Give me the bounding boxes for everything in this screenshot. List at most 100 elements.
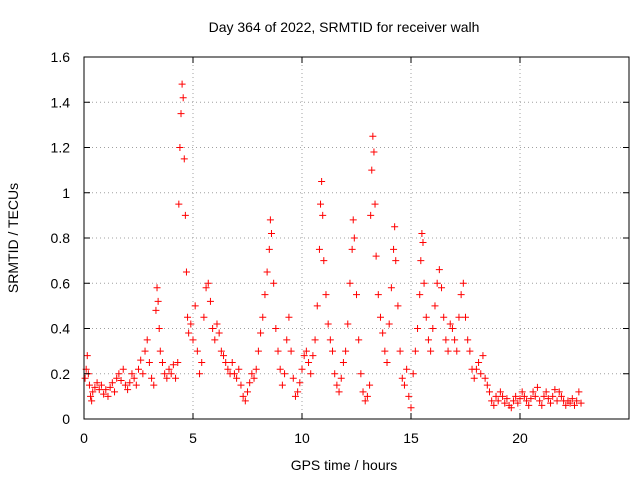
data-point	[520, 392, 528, 400]
data-point	[135, 365, 142, 373]
data-point	[272, 325, 280, 332]
data-point	[89, 388, 97, 396]
data-point	[442, 336, 450, 344]
data-point	[573, 397, 581, 405]
data-point	[172, 374, 180, 382]
data-point	[331, 370, 339, 378]
data-point	[239, 392, 247, 400]
data-point	[88, 397, 96, 405]
data-point	[83, 352, 91, 360]
data-point	[333, 381, 341, 389]
data-point	[453, 347, 461, 355]
data-point	[174, 358, 182, 366]
x-tick-label: 15	[403, 430, 419, 446]
data-point	[246, 379, 254, 387]
data-point	[187, 320, 195, 328]
data-point	[381, 347, 389, 355]
data-point	[448, 325, 456, 332]
data-point	[349, 216, 357, 224]
data-point	[571, 401, 578, 409]
data-point	[575, 388, 583, 396]
data-point	[479, 352, 487, 360]
data-point	[175, 200, 183, 208]
data-point	[344, 320, 352, 328]
data-point	[153, 284, 161, 292]
data-point	[206, 297, 214, 305]
data-point	[209, 325, 217, 332]
data-point	[154, 297, 162, 305]
data-point	[248, 370, 256, 378]
data-point	[184, 313, 192, 321]
data-point	[470, 374, 478, 382]
data-point	[322, 291, 330, 299]
data-point	[113, 374, 121, 382]
data-point	[422, 313, 430, 321]
data-point	[417, 257, 425, 265]
data-point	[372, 252, 380, 260]
data-point	[81, 374, 89, 382]
data-point	[542, 388, 550, 396]
data-point	[525, 401, 533, 409]
data-point	[342, 347, 350, 355]
data-point	[488, 397, 496, 405]
data-point	[126, 379, 134, 387]
data-point	[494, 397, 502, 405]
data-point	[167, 370, 175, 378]
data-point	[276, 365, 284, 373]
data-point	[252, 365, 260, 373]
data-point	[141, 347, 149, 355]
data-point	[198, 358, 206, 366]
data-point	[529, 388, 537, 396]
data-point	[451, 336, 459, 344]
data-point	[237, 381, 245, 389]
data-point	[391, 223, 399, 231]
data-point	[553, 397, 561, 405]
data-point	[211, 336, 219, 344]
data-point	[298, 365, 306, 373]
data-point	[472, 365, 480, 373]
data-point	[411, 347, 419, 355]
data-point	[369, 132, 377, 140]
data-point	[294, 388, 302, 396]
data-point	[540, 392, 548, 400]
data-point	[387, 284, 395, 292]
data-point	[348, 245, 356, 253]
data-point	[257, 329, 265, 337]
data-point	[115, 370, 123, 378]
data-point	[137, 356, 145, 364]
data-point	[407, 404, 415, 412]
data-point	[119, 365, 127, 373]
data-point	[357, 370, 365, 378]
data-point	[185, 329, 193, 337]
data-point	[91, 383, 99, 391]
data-point	[416, 291, 424, 299]
data-point	[370, 148, 378, 156]
data-point	[300, 352, 308, 360]
data-point	[317, 200, 325, 208]
data-point	[267, 229, 275, 237]
data-point	[518, 388, 526, 396]
data-point	[527, 395, 535, 403]
data-point	[419, 239, 427, 247]
data-point	[464, 336, 472, 344]
data-points	[81, 80, 585, 412]
data-point	[324, 320, 332, 328]
data-point	[296, 379, 304, 387]
data-point	[374, 291, 382, 299]
data-point	[568, 395, 576, 403]
data-point	[150, 381, 158, 389]
data-point	[254, 347, 262, 355]
data-point	[385, 320, 393, 328]
data-point	[531, 392, 539, 400]
data-point	[496, 388, 504, 396]
data-point	[485, 388, 493, 396]
data-point	[148, 374, 156, 382]
data-point	[444, 347, 452, 355]
data-point	[366, 381, 374, 389]
data-point	[481, 374, 489, 382]
data-point	[405, 392, 413, 400]
data-point	[108, 379, 116, 387]
data-point	[318, 177, 326, 185]
